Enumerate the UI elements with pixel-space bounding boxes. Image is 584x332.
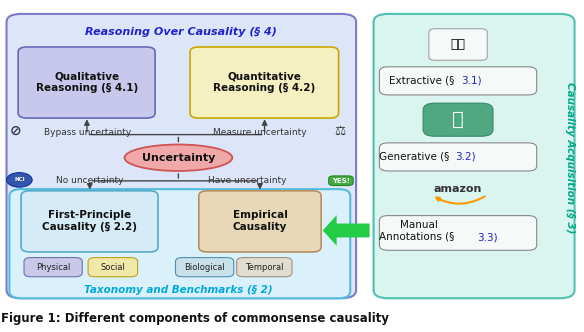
Text: Reasoning Over Causality (§ 4): Reasoning Over Causality (§ 4): [85, 27, 277, 37]
FancyBboxPatch shape: [423, 103, 493, 136]
Text: Uncertainty: Uncertainty: [142, 153, 215, 163]
Text: No uncertainty: No uncertainty: [56, 176, 124, 185]
Text: 3.3): 3.3): [477, 232, 498, 242]
FancyBboxPatch shape: [24, 258, 82, 277]
Text: Manual
Annotations (§: Manual Annotations (§: [380, 220, 458, 241]
Text: First-Principle
Causality (§ 2.2): First-Principle Causality (§ 2.2): [42, 210, 137, 232]
FancyArrowPatch shape: [323, 215, 370, 246]
Text: Measure uncertainty: Measure uncertainty: [213, 128, 307, 137]
Text: amazon: amazon: [434, 184, 482, 194]
Text: Extractive (§: Extractive (§: [390, 76, 458, 86]
FancyBboxPatch shape: [9, 189, 350, 298]
Ellipse shape: [124, 144, 232, 171]
FancyBboxPatch shape: [18, 47, 155, 118]
Text: 3.1): 3.1): [461, 76, 482, 86]
Text: Bypass uncertainty: Bypass uncertainty: [44, 128, 131, 137]
Text: Taxonomy and Benchmarks (§ 2): Taxonomy and Benchmarks (§ 2): [84, 285, 273, 295]
Text: Figure 1: Different components of commonsense causality: Figure 1: Different components of common…: [1, 312, 389, 325]
Text: YES!: YES!: [332, 178, 350, 184]
Text: Physical: Physical: [36, 263, 70, 272]
Text: ⊘: ⊘: [9, 124, 21, 138]
Text: Have uncertainty: Have uncertainty: [207, 176, 286, 185]
FancyBboxPatch shape: [237, 258, 292, 277]
Text: Quantitative
Reasoning (§ 4.2): Quantitative Reasoning (§ 4.2): [214, 72, 316, 93]
Text: Generative (§: Generative (§: [378, 152, 452, 162]
Text: Empirical
Causality: Empirical Causality: [232, 210, 287, 232]
FancyBboxPatch shape: [380, 143, 537, 171]
Text: Causality Acquisition (§ 3): Causality Acquisition (§ 3): [565, 82, 575, 233]
FancyBboxPatch shape: [329, 176, 353, 186]
FancyBboxPatch shape: [190, 47, 339, 118]
FancyBboxPatch shape: [380, 215, 537, 250]
FancyBboxPatch shape: [175, 258, 234, 277]
Text: Biological: Biological: [184, 263, 225, 272]
FancyBboxPatch shape: [21, 191, 158, 252]
Text: 📋🔍: 📋🔍: [450, 38, 465, 51]
FancyBboxPatch shape: [429, 29, 487, 60]
FancyBboxPatch shape: [374, 14, 575, 298]
Text: Social: Social: [100, 263, 126, 272]
Text: 3.2): 3.2): [455, 152, 476, 162]
Text: NCI: NCI: [14, 177, 25, 182]
Text: Temporal: Temporal: [245, 263, 284, 272]
Text: ⚖: ⚖: [334, 125, 345, 138]
Circle shape: [6, 173, 32, 187]
Text: ➰: ➰: [452, 110, 464, 129]
FancyBboxPatch shape: [380, 67, 537, 95]
Text: Qualitative
Reasoning (§ 4.1): Qualitative Reasoning (§ 4.1): [36, 72, 138, 93]
FancyBboxPatch shape: [199, 191, 321, 252]
FancyBboxPatch shape: [88, 258, 138, 277]
FancyBboxPatch shape: [6, 14, 356, 298]
